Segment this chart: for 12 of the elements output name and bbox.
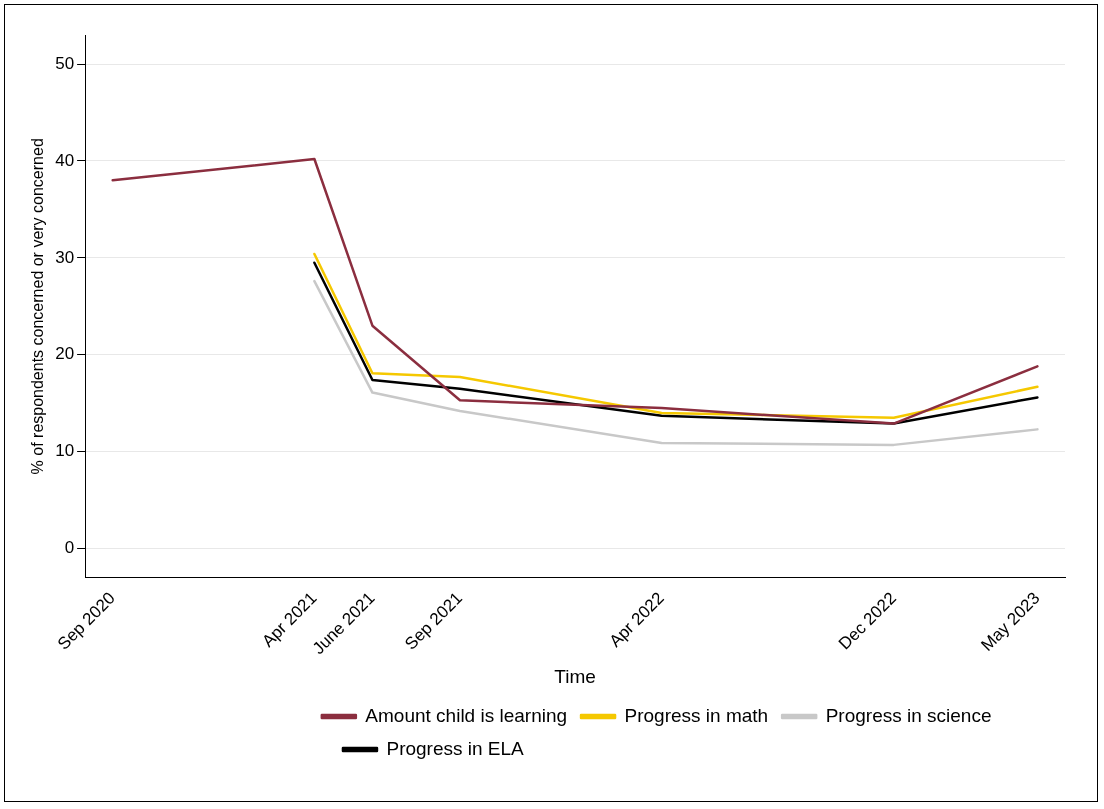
legend-label: Amount child is learning (365, 704, 568, 726)
y-tick-label: 50 (55, 53, 75, 73)
legend-label: Progress in science (825, 704, 992, 726)
y-axis-title: % of respondents concerned or very concerned (29, 138, 47, 475)
y-tick-label: 10 (55, 441, 75, 461)
y-tick-label: 20 (55, 344, 75, 364)
x-axis-title: Time (554, 665, 596, 687)
y-tick-label: 30 (55, 247, 75, 267)
y-tick-label: 40 (55, 150, 75, 170)
legend-label: Progress in math (624, 704, 769, 726)
legend-label: Progress in ELA (386, 737, 525, 759)
y-tick-label: 0 (64, 538, 75, 558)
